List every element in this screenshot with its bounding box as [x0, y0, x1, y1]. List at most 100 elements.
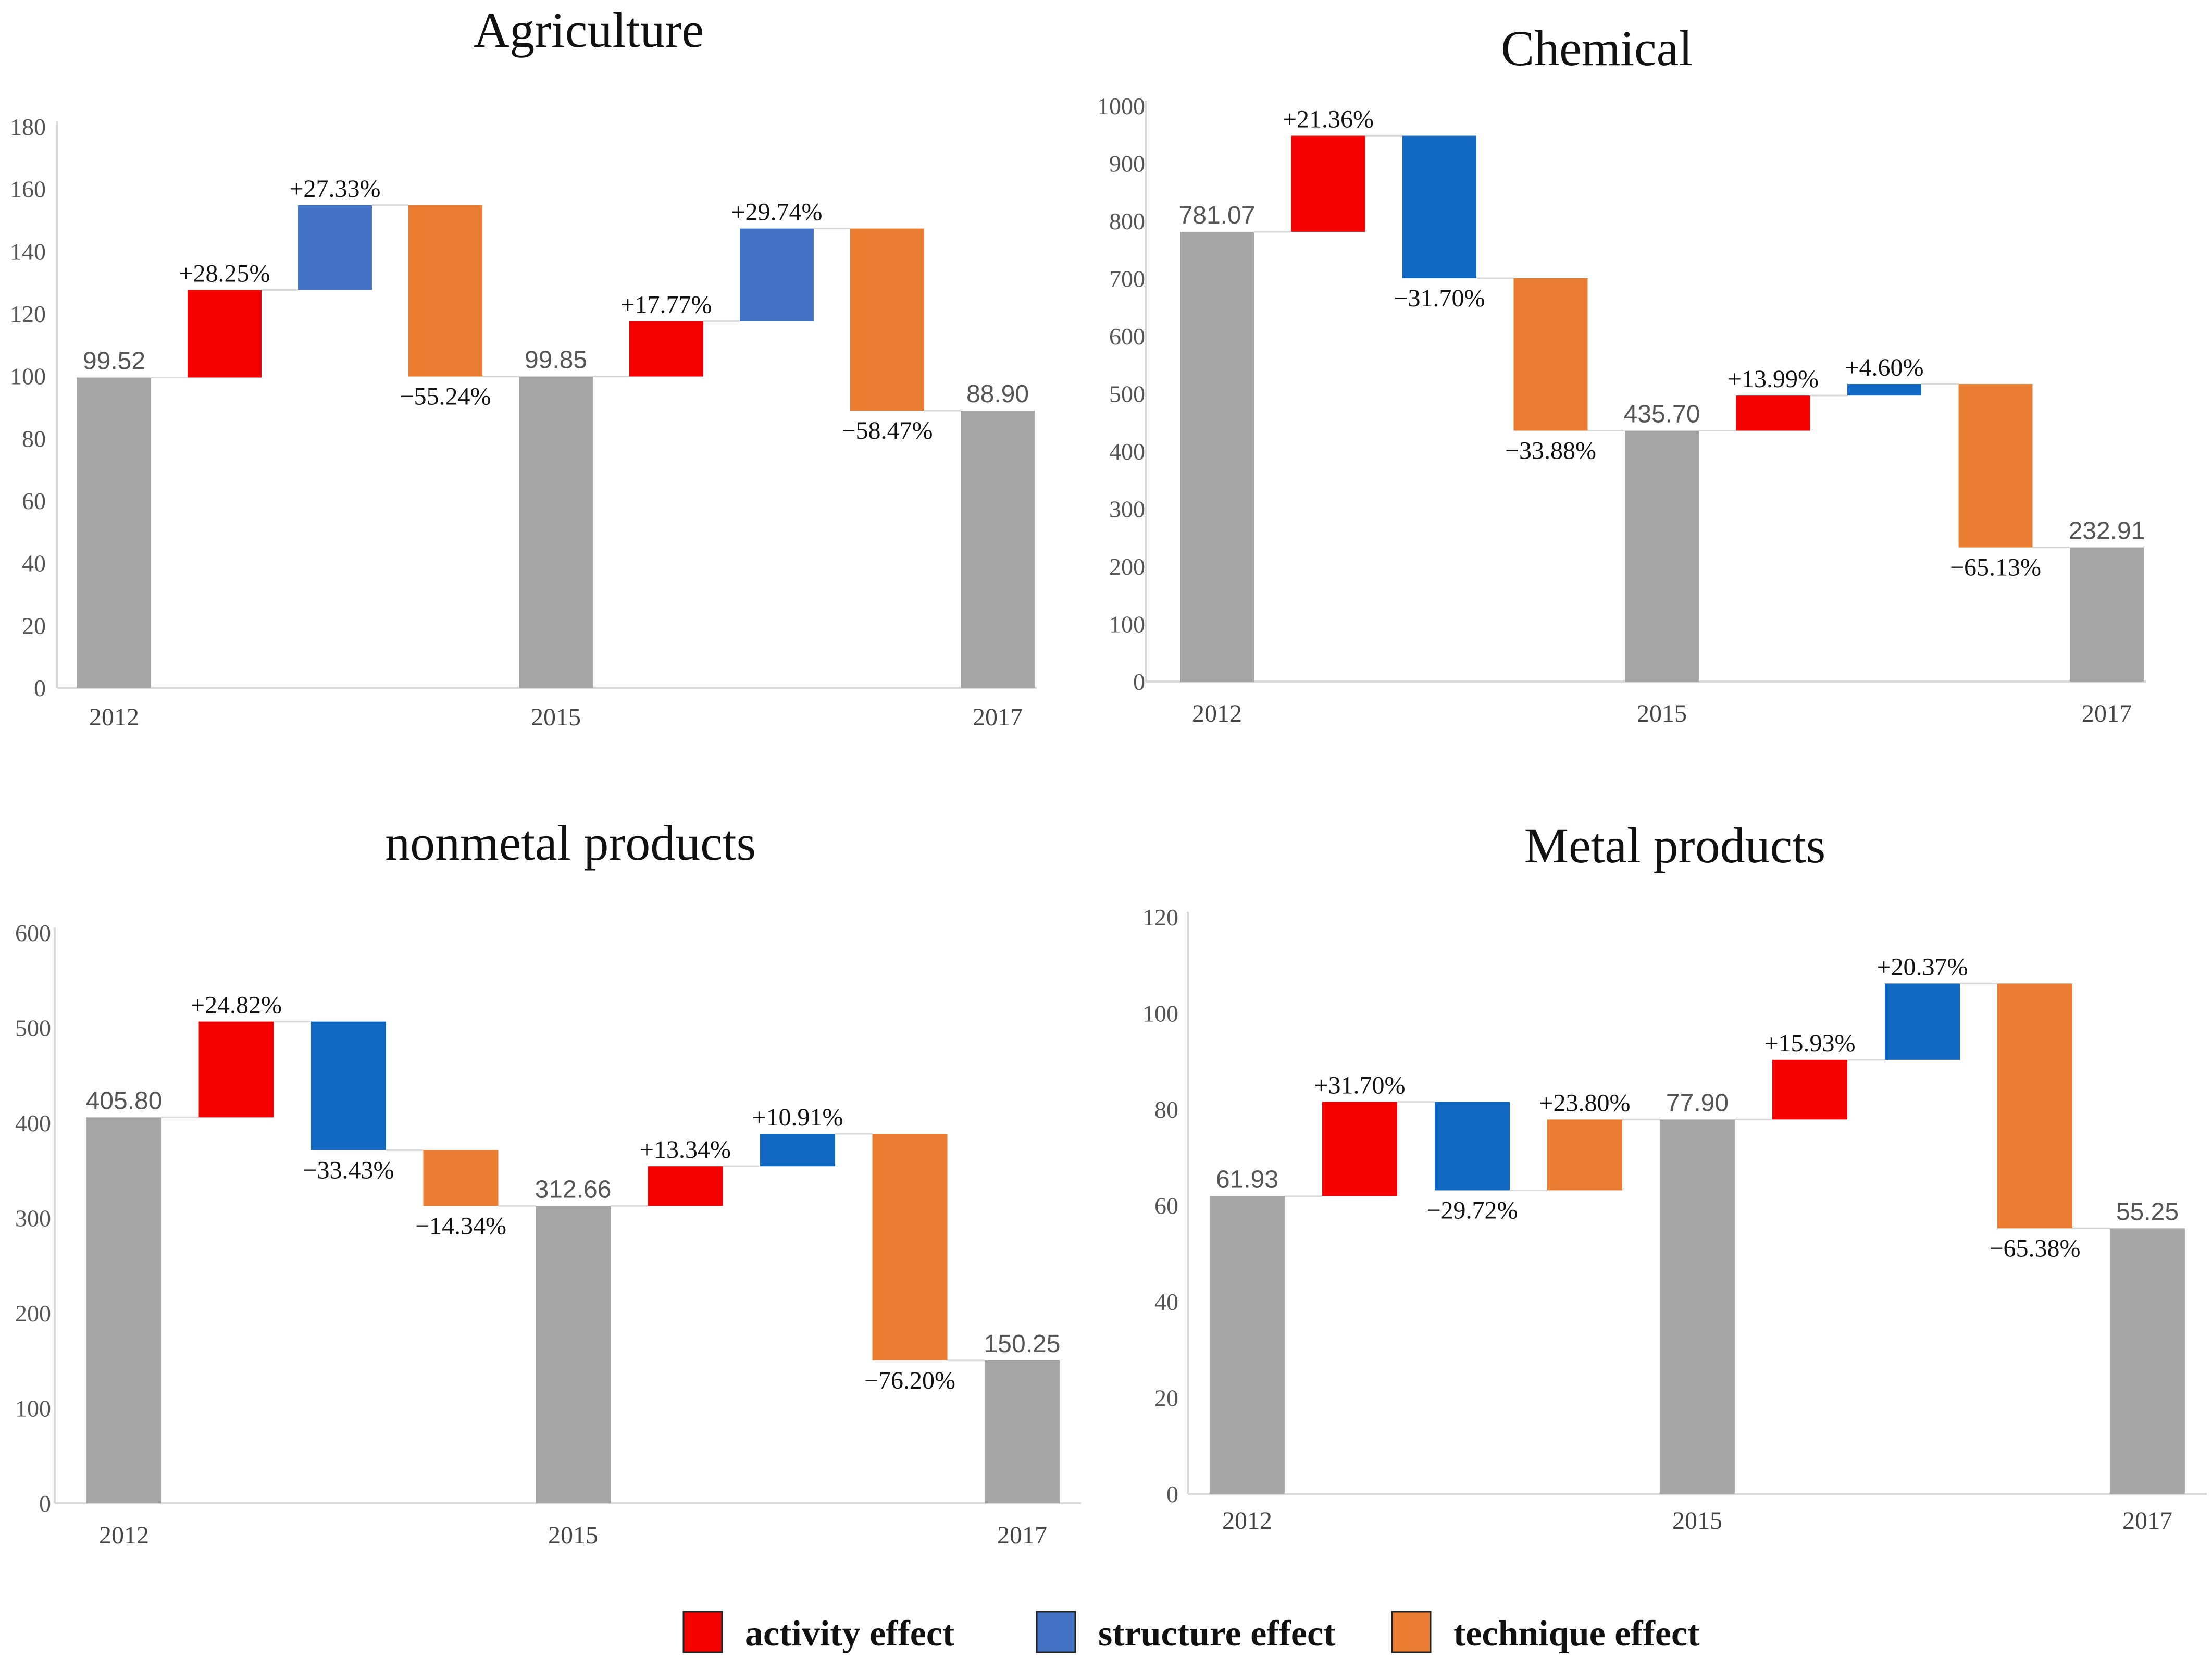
activity-value-label: +15.93%	[1764, 1030, 1855, 1057]
base-value-label: 405.80	[86, 1087, 163, 1115]
structure-value-label: +27.33%	[289, 175, 380, 203]
y-tick-label: 700	[1109, 266, 1145, 292]
y-tick-label: 20	[22, 612, 46, 639]
structure-bar	[1402, 135, 1476, 278]
x-category-label: 2012	[1222, 1507, 1272, 1535]
chart-panel-2: Chemical 0 100 200 300 400 500 600 700 800 900 1000…	[1097, 20, 2146, 727]
technique-value-label: +23.80%	[1539, 1089, 1630, 1117]
structure-value-label: +29.74%	[731, 199, 822, 226]
base-value-label: 312.66	[535, 1176, 612, 1203]
y-tick-label: 120	[10, 301, 46, 327]
legend-swatch	[1391, 1611, 1432, 1653]
x-category-label: 2015	[531, 703, 581, 731]
y-tick-label: 400	[1109, 438, 1145, 465]
y-tick-label: 60	[22, 488, 46, 514]
base-bar	[2110, 1228, 2185, 1494]
y-tick-label: 300	[1109, 496, 1145, 523]
activity-value-label: +17.77%	[620, 291, 712, 318]
x-category-label: 2017	[997, 1521, 1047, 1549]
base-value-label: 435.70	[1624, 401, 1700, 428]
y-tick-label: 180	[10, 114, 46, 140]
structure-value-label: −33.43%	[303, 1157, 394, 1184]
y-tick-label: 0	[34, 675, 46, 701]
technique-value-label: −76.20%	[864, 1367, 955, 1394]
base-bar	[1660, 1119, 1735, 1494]
activity-bar	[648, 1166, 723, 1206]
legend-item: activity effect	[682, 1611, 954, 1654]
structure-bar	[298, 205, 372, 290]
chart-panel-3: nonmetal products 0 100 200 300 400 500 600 405.…	[15, 815, 1081, 1549]
y-tick-label: 300	[15, 1205, 51, 1232]
structure-bar	[740, 228, 814, 321]
activity-value-label: +13.99%	[1728, 365, 1819, 393]
structure-value-label: −29.72%	[1426, 1196, 1518, 1224]
x-category-label: 2017	[973, 703, 1023, 731]
legend-label: activity effect	[745, 1614, 954, 1654]
legend-item: structure effect	[1036, 1611, 1335, 1654]
y-tick-label: 600	[1109, 323, 1145, 350]
technique-value-label: −55.24%	[400, 383, 491, 411]
x-category-label: 2015	[1637, 700, 1687, 727]
base-value-label: 77.90	[1666, 1089, 1729, 1117]
y-tick-label: 40	[1154, 1289, 1178, 1315]
y-tick-label: 80	[22, 425, 46, 452]
technique-bar	[1958, 384, 2033, 548]
structure-bar	[1885, 983, 1960, 1060]
y-tick-label: 60	[1154, 1193, 1178, 1219]
base-value-label: 99.52	[83, 348, 145, 375]
base-bar	[519, 376, 593, 688]
base-value-label: 61.93	[1216, 1166, 1278, 1194]
structure-bar	[1847, 384, 1921, 396]
base-bar	[2070, 547, 2144, 682]
legend-label: structure effect	[1098, 1614, 1335, 1654]
y-tick-label: 100	[10, 363, 46, 390]
technique-bar	[1547, 1119, 1622, 1191]
base-value-label: 150.25	[984, 1330, 1061, 1358]
y-tick-label: 400	[15, 1110, 51, 1136]
technique-value-label: −14.34%	[415, 1212, 506, 1240]
y-tick-label: 0	[1166, 1481, 1178, 1507]
x-category-label: 2017	[2122, 1507, 2172, 1535]
x-category-label: 2017	[2082, 700, 2132, 727]
base-bar	[961, 411, 1035, 688]
activity-bar	[198, 1021, 274, 1118]
activity-value-label: +31.70%	[1314, 1072, 1405, 1099]
base-bar	[1180, 231, 1254, 682]
activity-bar	[1322, 1102, 1397, 1196]
technique-bar	[850, 228, 924, 411]
base-bar	[1210, 1196, 1285, 1494]
legend: activity effect structure effect technique…	[682, 1611, 1699, 1654]
y-tick-label: 200	[1109, 553, 1145, 580]
x-category-label: 2012	[99, 1521, 149, 1549]
legend-item: technique effect	[1391, 1611, 1699, 1654]
base-bar	[1625, 430, 1699, 682]
y-tick-label: 80	[1154, 1096, 1178, 1123]
y-tick-label: 20	[1154, 1385, 1178, 1412]
y-tick-label: 500	[1109, 381, 1145, 407]
legend-swatch	[682, 1611, 723, 1653]
structure-value-label: +4.60%	[1845, 354, 1923, 381]
structure-value-label: −31.70%	[1394, 284, 1485, 312]
activity-bar	[1291, 135, 1365, 232]
base-bar	[86, 1117, 161, 1503]
chart-panel-4: Metal products 0 20 40 60 80 100 120 61.93 +31.70…	[1142, 818, 2207, 1535]
structure-bar	[760, 1133, 835, 1167]
base-value-label: 55.25	[2116, 1198, 2179, 1226]
technique-value-label: −58.47%	[841, 417, 933, 444]
base-value-label: 99.85	[525, 347, 587, 374]
legend-swatch	[1036, 1611, 1076, 1653]
technique-bar	[872, 1133, 948, 1360]
y-tick-label: 0	[39, 1490, 51, 1517]
y-tick-label: 100	[1109, 611, 1145, 638]
y-tick-label: 100	[1142, 1000, 1178, 1027]
legend-label: technique effect	[1453, 1614, 1699, 1654]
chart-panel-1: Agriculture 0 20 40 60 80 100 120 140 160 180 99.52…	[10, 2, 1037, 731]
x-category-label: 2012	[1192, 700, 1242, 727]
y-tick-label: 0	[1133, 669, 1145, 695]
technique-bar	[1997, 983, 2072, 1229]
chart-title: Metal products	[1524, 818, 1826, 873]
y-tick-label: 100	[15, 1395, 51, 1422]
structure-bar	[311, 1021, 386, 1150]
activity-bar	[188, 290, 262, 378]
